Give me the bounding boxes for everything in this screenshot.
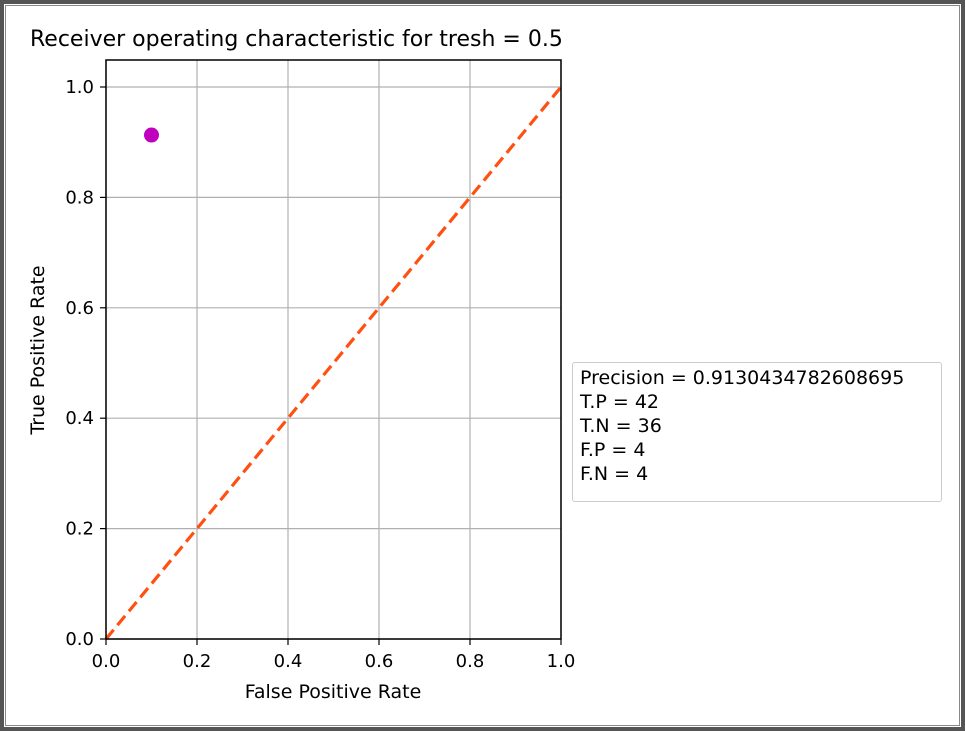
- x-tick-label: 0.2: [183, 651, 212, 672]
- y-axis-ticks: 0.0 0.2 0.4 0.6 0.8 1.0: [65, 77, 106, 650]
- y-tick-label: 0.4: [65, 408, 94, 429]
- legend-false-negative: F.N = 4: [580, 463, 649, 485]
- y-tick-label: 0.2: [65, 519, 94, 540]
- plot-area-border: [105, 59, 562, 640]
- x-tick-label: 1.0: [547, 651, 576, 672]
- y-tick-label: 0.0: [65, 629, 94, 650]
- x-tick-label: 0.6: [365, 651, 394, 672]
- grid: [105, 60, 562, 640]
- x-tick-label: 0.8: [456, 651, 485, 672]
- point-layer: [144, 127, 159, 143]
- x-tick-label: 0.4: [274, 651, 303, 672]
- legend-precision: Precision = 0.9130434782608695: [580, 367, 905, 389]
- y-tick-label: 0.6: [65, 298, 94, 319]
- roc-point: [144, 127, 159, 143]
- legend-true-positive: T.P = 42: [580, 391, 660, 413]
- stats-legend: Precision = 0.9130434782608695 T.P = 42 …: [572, 362, 942, 502]
- y-tick-label: 1.0: [65, 77, 94, 98]
- x-axis-ticks: 0.0 0.2 0.4 0.6 0.8 1.0: [92, 639, 576, 672]
- legend-false-positive: F.P = 4: [580, 439, 646, 461]
- legend-true-negative: T.N = 36: [580, 415, 662, 437]
- y-tick-label: 0.8: [65, 187, 94, 208]
- x-tick-label: 0.0: [92, 651, 121, 672]
- diagonal-line-layer: [104, 85, 563, 641]
- x-axis-label: False Positive Rate: [245, 681, 422, 703]
- y-axis-label: True Positive Rate: [27, 265, 49, 435]
- diagonal-reference-line: [104, 85, 563, 641]
- chart-title: Receiver operating characteristic for tr…: [30, 27, 563, 52]
